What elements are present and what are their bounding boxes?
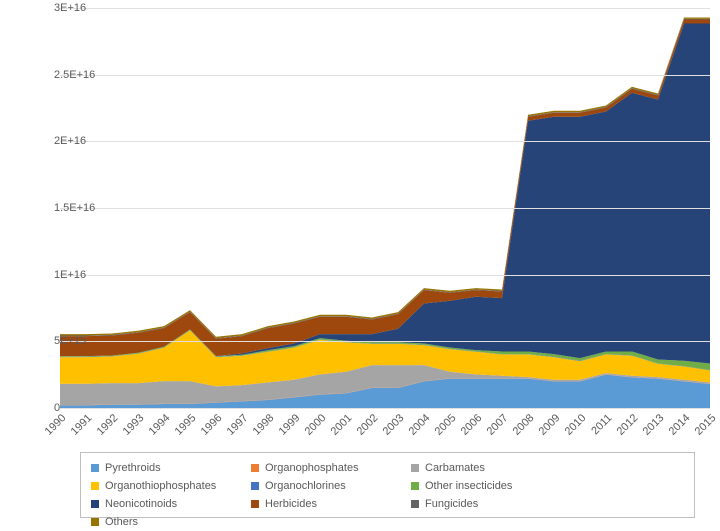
legend-label: Neonicotinoids <box>105 498 177 510</box>
grid-line <box>60 8 710 9</box>
x-tick-label: 1995 <box>173 412 199 438</box>
chart-container: Pyrethroids Organophosphates Carbamates Org… <box>0 0 720 526</box>
x-tick-label: 2011 <box>589 412 614 437</box>
grid-line <box>60 408 710 409</box>
legend-item: Others <box>91 513 251 531</box>
legend-label: Carbamates <box>425 462 485 474</box>
x-tick-label: 1990 <box>43 412 69 438</box>
legend-swatch <box>411 464 419 472</box>
legend-label: Others <box>105 516 138 528</box>
legend-item: Neonicotinoids <box>91 495 251 513</box>
y-tick-label: 1.5E+16 <box>54 202 60 214</box>
legend-swatch <box>411 500 419 508</box>
y-tick-label: 2E+16 <box>54 135 60 147</box>
x-tick-label: 2005 <box>433 412 459 438</box>
legend-item: Herbicides <box>251 495 411 513</box>
legend-label: Other insecticides <box>425 480 512 492</box>
grid-line <box>60 75 710 76</box>
x-tick-label: 1999 <box>277 412 303 438</box>
x-tick-label: 1994 <box>147 412 173 438</box>
legend-label: Organochlorines <box>265 480 346 492</box>
legend-item: Fungicides <box>411 495 571 513</box>
x-tick-label: 1993 <box>121 412 147 438</box>
x-tick-label: 1992 <box>95 412 121 438</box>
grid-line <box>60 341 710 342</box>
y-tick-label: 2.5E+16 <box>54 69 60 81</box>
legend-item: Organochlorines <box>251 477 411 495</box>
x-tick-label: 2014 <box>667 412 693 438</box>
y-tick-label: 3E+16 <box>54 2 60 14</box>
x-tick-label: 2007 <box>485 412 511 438</box>
legend-label: Organothiophosphates <box>105 480 216 492</box>
legend: Pyrethroids Organophosphates Carbamates Org… <box>80 452 695 518</box>
legend-swatch <box>91 482 99 490</box>
legend-swatch <box>91 500 99 508</box>
grid-line <box>60 141 710 142</box>
legend-item: Organothiophosphates <box>91 477 251 495</box>
legend-swatch <box>91 464 99 472</box>
grid-line <box>60 208 710 209</box>
legend-label: Herbicides <box>265 498 317 510</box>
y-tick-label: 1E+16 <box>54 269 60 281</box>
legend-item: Carbamates <box>411 459 571 477</box>
x-tick-label: 2001 <box>329 412 355 438</box>
x-tick-label: 2003 <box>381 412 407 438</box>
legend-label: Fungicides <box>425 498 478 510</box>
legend-swatch <box>251 464 259 472</box>
legend-item: Other insecticides <box>411 477 571 495</box>
x-tick-label: 1996 <box>199 412 225 438</box>
x-tick-label: 2012 <box>615 412 641 438</box>
x-tick-label: 2009 <box>537 412 563 438</box>
legend-item: Pyrethroids <box>91 459 251 477</box>
x-tick-label: 1997 <box>225 412 251 438</box>
legend-label: Pyrethroids <box>105 462 161 474</box>
legend-swatch <box>91 518 99 526</box>
legend-item: Organophosphates <box>251 459 411 477</box>
legend-swatch <box>251 482 259 490</box>
x-tick-label: 2010 <box>563 412 589 438</box>
y-tick-label: 5E+15 <box>54 335 60 347</box>
x-tick-label: 2000 <box>303 412 329 438</box>
x-tick-label: 1998 <box>251 412 277 438</box>
x-tick-label: 2002 <box>355 412 381 438</box>
x-tick-label: 2008 <box>511 412 537 438</box>
legend-swatch <box>251 500 259 508</box>
grid-line <box>60 275 710 276</box>
legend-label: Organophosphates <box>265 462 359 474</box>
x-tick-label: 2006 <box>459 412 485 438</box>
x-tick-label: 2013 <box>641 412 667 438</box>
x-tick-label: 2015 <box>693 412 719 438</box>
x-tick-label: 2004 <box>407 412 433 438</box>
plot-area <box>60 8 710 408</box>
x-tick-label: 1991 <box>69 412 95 438</box>
legend-swatch <box>411 482 419 490</box>
